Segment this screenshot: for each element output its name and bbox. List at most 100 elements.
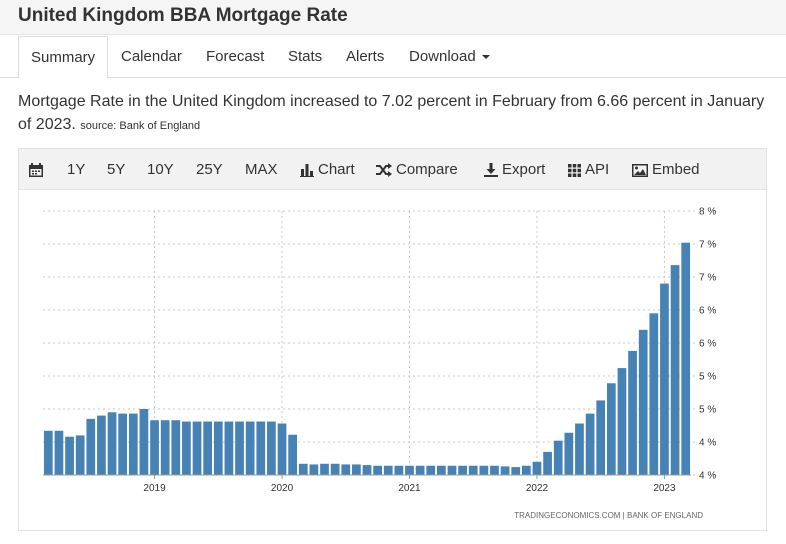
bar[interactable] [75,435,85,475]
y-tick-label: 6 % [699,339,716,350]
bar[interactable] [649,313,659,475]
x-tick-label: 2019 [143,483,166,494]
bar[interactable] [107,412,117,475]
grid-icon [568,163,581,177]
bar[interactable] [447,465,457,475]
tab-download[interactable]: Download [397,36,502,78]
bar[interactable] [97,415,106,475]
bar[interactable] [437,465,446,475]
tab-stats[interactable]: Stats [288,48,323,65]
bar[interactable] [458,465,467,475]
bar[interactable] [511,467,521,475]
range-5y-button[interactable]: 5Y [107,161,126,178]
tab-alerts[interactable]: Alerts [346,48,385,65]
bar[interactable] [54,430,64,475]
bar[interactable] [415,465,425,475]
compare-button[interactable]: Compare [376,149,458,190]
bar[interactable] [500,466,510,475]
bar[interactable] [118,413,128,475]
download-icon [484,163,498,178]
image-icon [632,163,648,177]
tab-summary[interactable]: Summary [18,36,109,79]
calendar-icon [29,163,43,178]
y-tick-label: 7 % [699,240,716,251]
bar[interactable] [383,465,393,475]
bar[interactable] [245,421,255,475]
y-tick-label: 8 % [699,207,716,218]
bar[interactable] [479,465,489,475]
bar[interactable] [256,421,266,475]
bar[interactable] [553,440,563,475]
bar[interactable] [394,465,404,475]
bar[interactable] [681,242,691,475]
range-max-button[interactable]: MAX [245,161,278,178]
x-tick-label: 2021 [398,483,421,494]
api-button[interactable]: API [568,149,609,190]
bar[interactable] [575,423,584,475]
range-10y-button[interactable]: 10Y [147,161,174,178]
bar[interactable] [86,418,96,475]
bar-chart-icon [300,163,314,178]
page-title: United Kingdom BBA Mortgage Rate [18,5,348,26]
chart-button[interactable]: Chart [300,149,355,190]
bar[interactable] [670,265,680,475]
bar[interactable] [139,409,149,475]
bar[interactable] [468,465,478,475]
bar[interactable] [182,421,191,475]
bar[interactable] [490,465,499,475]
bar[interactable] [171,420,181,475]
bar[interactable] [43,430,53,475]
bar[interactable] [309,464,319,475]
bar[interactable] [585,413,595,475]
x-tick-label: 2022 [526,483,549,494]
bar[interactable] [426,465,436,475]
bar[interactable] [596,400,606,475]
y-tick-label: 4 % [699,471,716,482]
bar[interactable] [606,383,616,475]
title-bar: United Kingdom BBA Mortgage Rate [0,0,786,35]
bar[interactable] [320,463,329,475]
bar[interactable] [288,434,297,475]
bar[interactable] [224,421,234,475]
bar[interactable] [617,368,627,475]
bar[interactable] [235,421,244,475]
bar[interactable] [192,421,202,475]
bar[interactable] [352,464,361,475]
bar[interactable] [203,421,213,475]
api-button-label: API [585,161,610,178]
range-25y-button[interactable]: 25Y [196,161,223,178]
description: Mortgage Rate in the United Kingdom incr… [18,90,778,138]
bar[interactable] [564,432,574,475]
bar[interactable] [373,465,382,475]
y-tick-label: 7 % [699,273,716,284]
calendar-button[interactable] [29,149,47,190]
tab-forecast[interactable]: Forecast [206,48,265,65]
bar[interactable] [543,451,552,475]
bar[interactable] [660,283,669,475]
bar[interactable] [532,461,542,475]
tab-calendar[interactable]: Calendar [121,48,182,65]
bar[interactable] [521,465,531,475]
bar[interactable] [160,420,170,475]
bar[interactable] [628,350,637,475]
chart-button-label: Chart [318,161,355,178]
bar[interactable] [128,413,138,475]
y-tick-label: 5 % [699,372,716,383]
bar[interactable] [65,436,74,475]
shuffle-icon [376,163,392,178]
bar[interactable] [267,421,276,475]
bar[interactable] [277,423,287,475]
bar[interactable] [405,465,414,475]
range-1y-button[interactable]: 1Y [67,161,86,178]
bar[interactable] [150,420,159,475]
bar[interactable] [638,329,648,475]
bar[interactable] [298,463,308,475]
embed-button[interactable]: Embed [632,149,700,190]
chart-toolbar: 1Y 5Y 10Y 25Y MAX Chart Compare Export A… [19,149,766,190]
bar[interactable] [362,465,372,475]
bar[interactable] [213,421,223,475]
bar[interactable] [330,463,340,475]
export-button[interactable]: Export [484,149,545,190]
bar[interactable] [341,464,351,475]
caret-down-icon [481,55,490,60]
